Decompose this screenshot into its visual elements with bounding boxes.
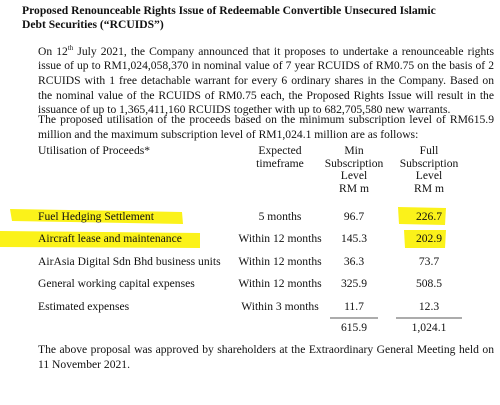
table-cell: 5 months <box>258 210 302 223</box>
paragraph: The above proposal was approved by share… <box>38 343 494 371</box>
header-cell: Subscription <box>399 156 459 170</box>
header-cell: Expected <box>258 144 302 157</box>
total-cell: 1,024.1 <box>411 321 447 334</box>
header-cell: RM m <box>414 181 444 195</box>
highlight <box>0 231 200 248</box>
table-cell: Within 12 months <box>238 277 322 291</box>
table-cell: Within 12 months <box>238 232 322 246</box>
section-title: Proposed Renounceable Rights Issue of Re… <box>22 4 436 31</box>
table-cell: 12.3 <box>418 299 440 313</box>
highlight <box>398 207 446 225</box>
header-cell: Subscription <box>324 156 384 170</box>
header-cell: Full <box>419 144 439 157</box>
header-cell: Level <box>415 169 443 182</box>
table-cell: Estimated expenses <box>38 299 130 313</box>
table-cell: 11.7 <box>344 299 364 313</box>
highlight <box>404 230 446 248</box>
highlight <box>10 209 183 224</box>
table-cell: 73.7 <box>418 254 440 268</box>
header-cell: RM m <box>339 181 369 195</box>
table-cell: Within 3 months <box>241 299 319 313</box>
header-cell: timeframe <box>256 156 304 170</box>
table-cell: 508.5 <box>415 277 443 291</box>
table-cell: 202.9 <box>415 232 443 246</box>
text: On 12 <box>38 44 68 58</box>
table-cell: 325.9 <box>340 277 368 291</box>
table-cell: 36.3 <box>343 254 365 268</box>
text: July 2021, the Company announced that it… <box>38 44 494 117</box>
superscript: th <box>67 44 74 52</box>
header-cell: Min <box>344 144 364 157</box>
table-cell: 96.7 <box>343 210 365 223</box>
table-cell: 226.7 <box>415 210 443 223</box>
paragraph: The proposed utilisation of the proceeds… <box>38 113 494 141</box>
table-cell: Aircraft lease and maintenance <box>38 232 182 246</box>
table-cell: Within 12 months <box>238 254 322 268</box>
table-cell: 145.3 <box>340 232 368 246</box>
header-cell: Utilisation of Proceeds* <box>38 144 151 157</box>
paragraph: On 12th July 2021, the Company announced… <box>38 41 494 118</box>
table-cell: Fuel Hedging Settlement <box>38 210 154 223</box>
total-cell: 615.9 <box>340 321 368 334</box>
table-cell: General working capital expenses <box>38 277 195 291</box>
header-cell: Level <box>340 169 368 182</box>
table-cell: AirAsia Digital Sdn Bhd business units <box>38 254 221 268</box>
